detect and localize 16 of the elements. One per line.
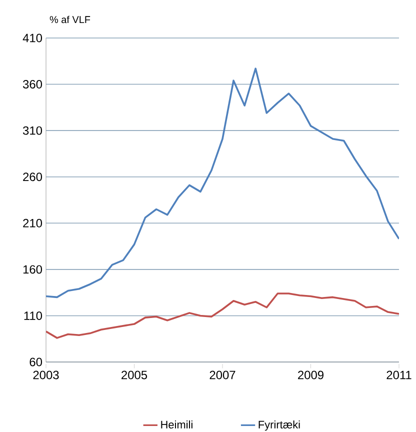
y-tick-label: 60 bbox=[30, 358, 42, 366]
y-tick-label: 110 bbox=[24, 311, 42, 320]
x-tick-label: 2005 bbox=[122, 370, 148, 380]
x-tick-label: 2009 bbox=[298, 370, 324, 380]
y-tick-label: 310 bbox=[22, 126, 42, 135]
y-tick-label: 260 bbox=[23, 172, 42, 182]
y-tick-label: 210 bbox=[23, 218, 42, 228]
x-tick-label: 2007 bbox=[210, 370, 236, 380]
y-tick-label: 410 bbox=[22, 34, 42, 42]
y-axis-title: % af VLF bbox=[50, 16, 90, 24]
y-tick-label: 360 bbox=[22, 80, 42, 89]
y-tick-label: 160 bbox=[23, 265, 42, 274]
legend-label: Fyrirtæki bbox=[258, 420, 300, 431]
x-tick-label: 2011 bbox=[386, 370, 412, 380]
legend-label: Heimili bbox=[161, 420, 192, 429]
x-tick-label: 2003 bbox=[33, 370, 59, 380]
